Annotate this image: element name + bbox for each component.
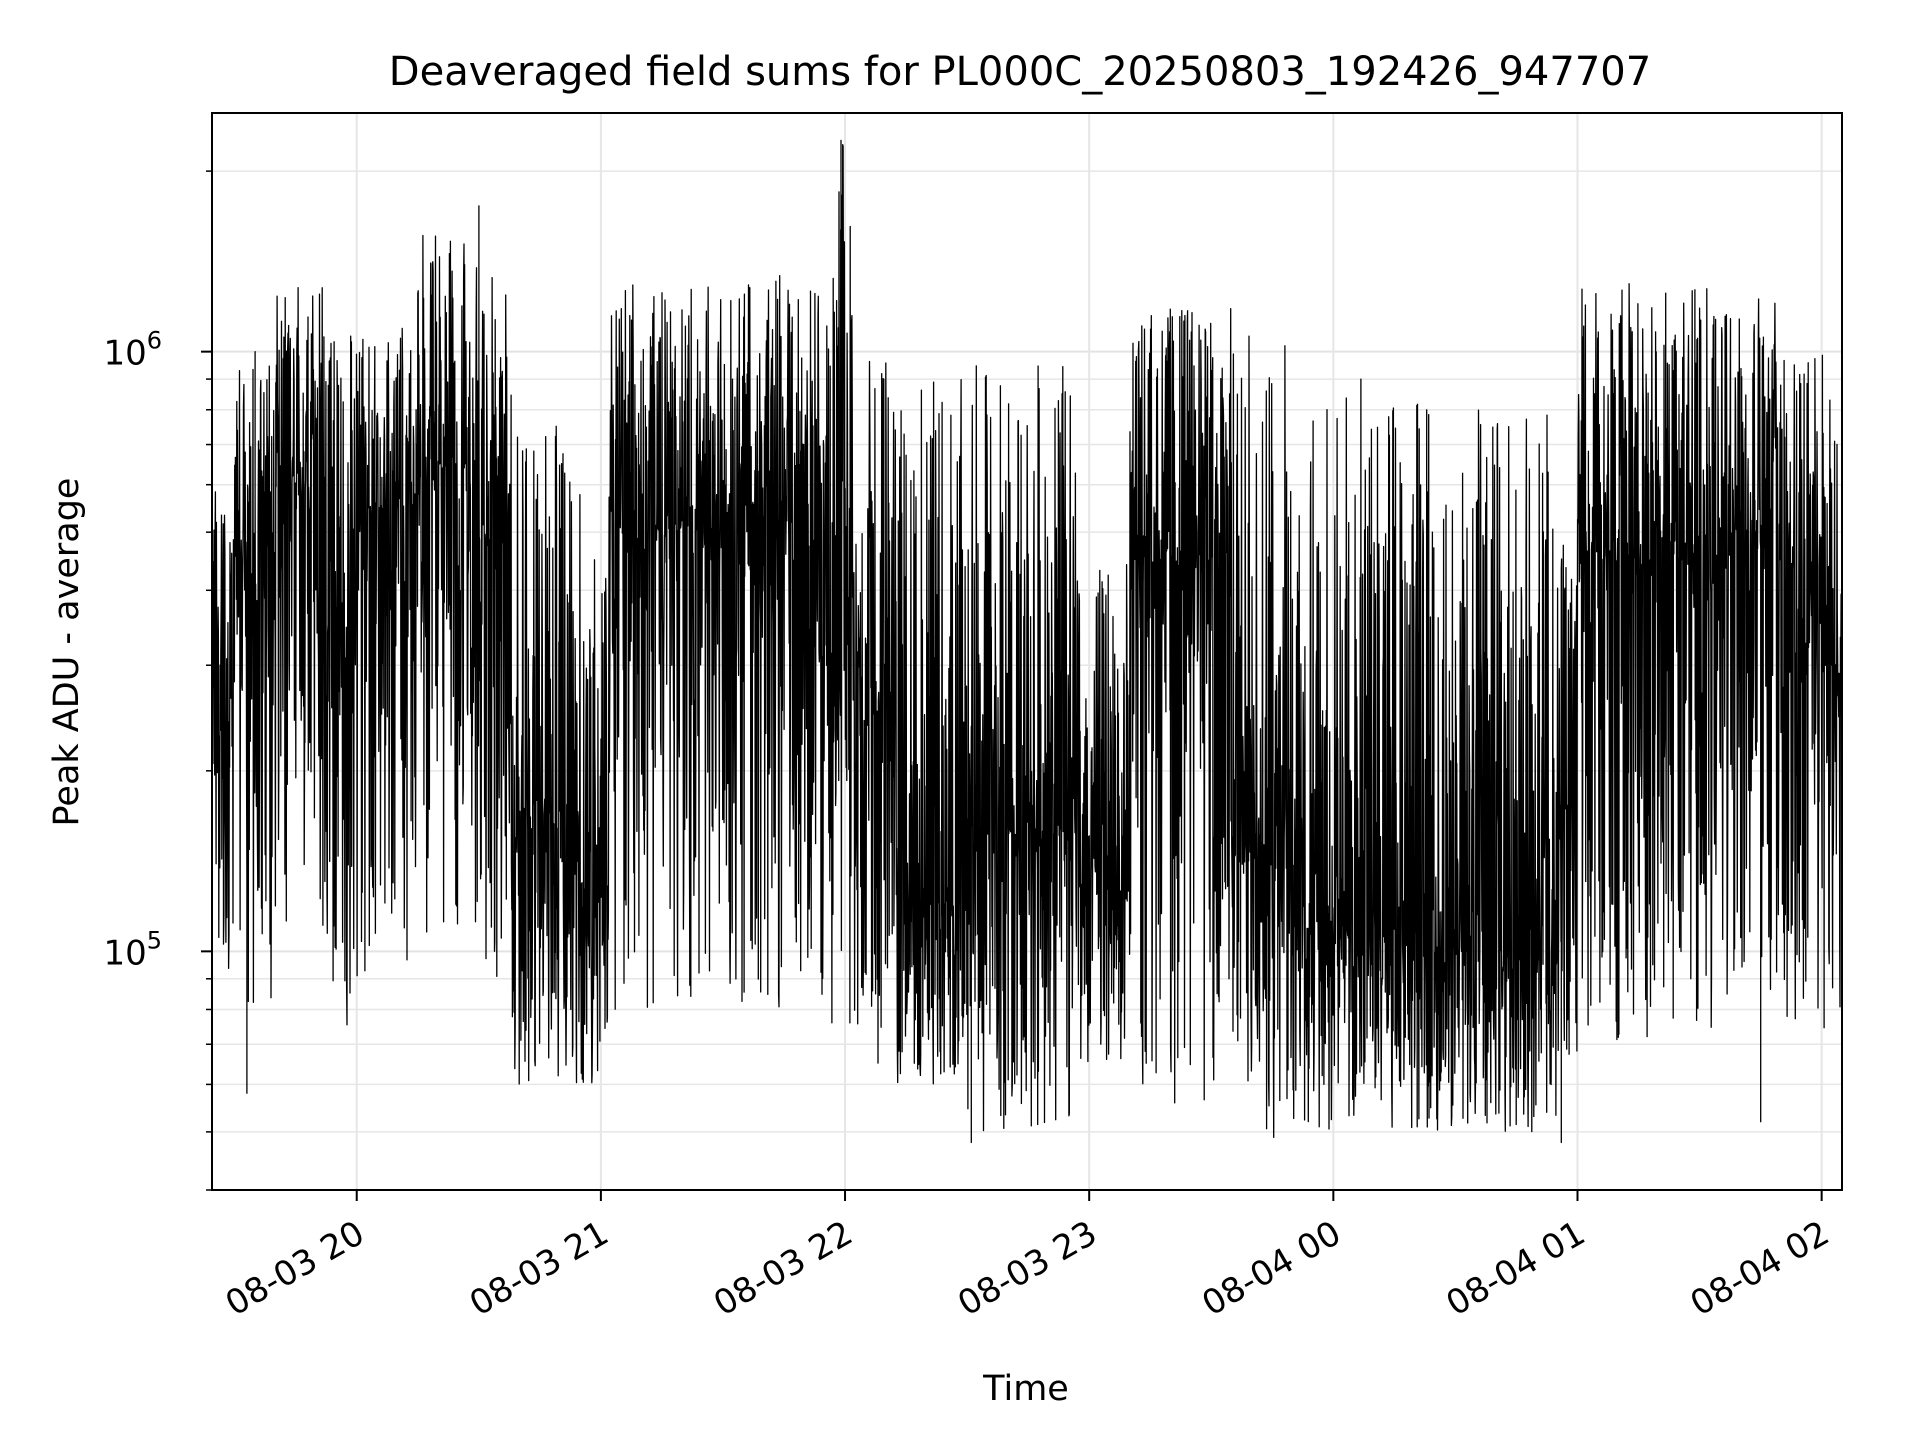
y-tick-label: 106 xyxy=(103,327,162,374)
y-tick-label: 105 xyxy=(103,926,162,973)
y-axis: 105 106 xyxy=(103,170,212,1191)
series-line-peak-adu xyxy=(211,139,1843,1144)
plot-frame xyxy=(211,112,1843,1191)
chart-title: Deaveraged field sums for PL000C_2025080… xyxy=(389,49,1651,95)
x-axis-label: Time xyxy=(982,1369,1069,1409)
y-axis-label: Peak ADU - average xyxy=(47,478,87,827)
plot-area xyxy=(211,139,1843,1144)
